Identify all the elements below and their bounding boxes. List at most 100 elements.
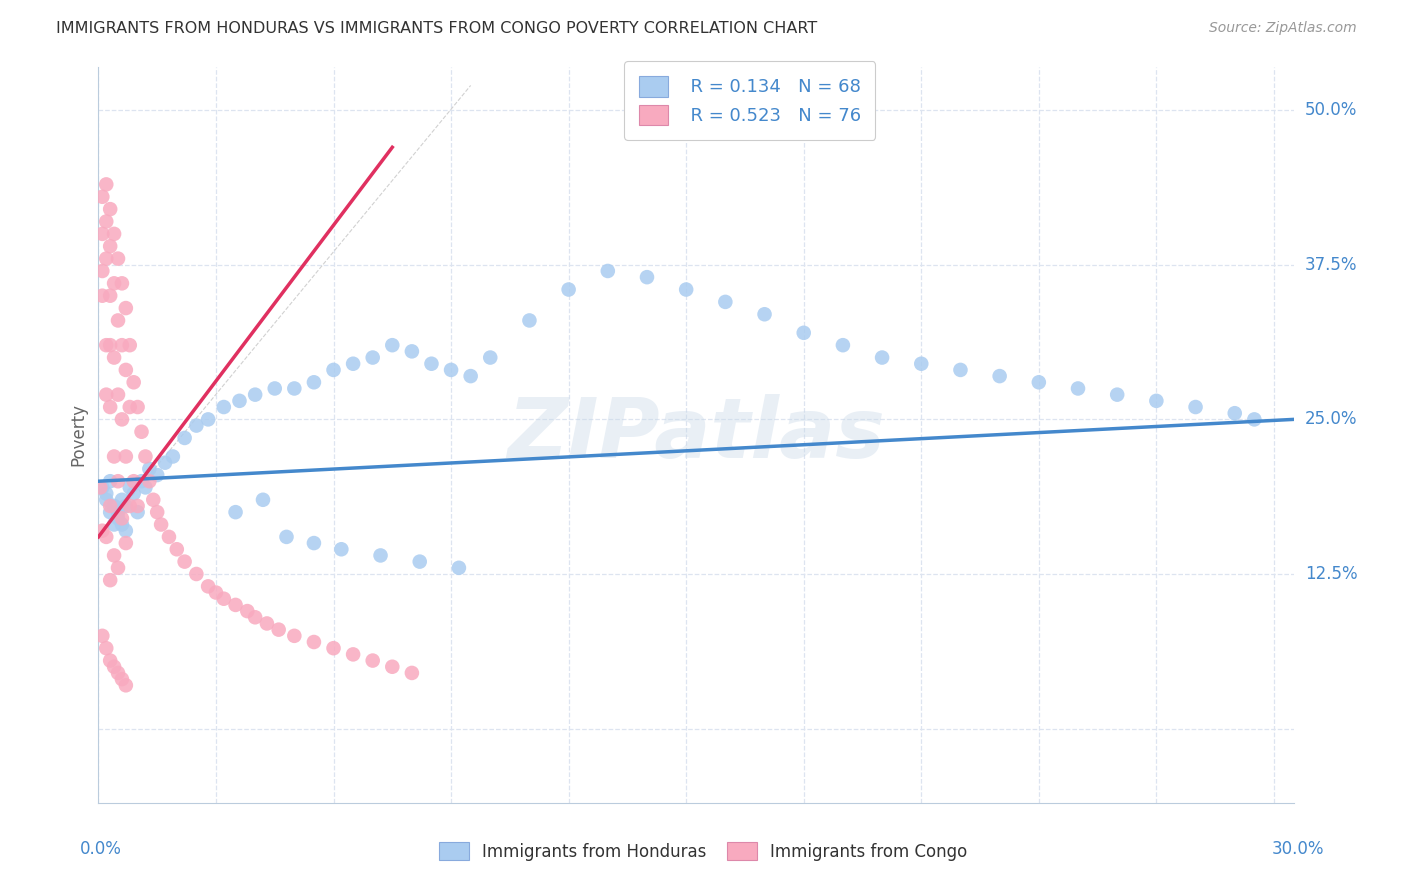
Point — [276, 530, 298, 544]
Point — [381, 338, 404, 352]
Point — [460, 369, 482, 384]
Point — [91, 524, 114, 538]
Point — [910, 357, 932, 371]
Point — [440, 363, 463, 377]
Point — [98, 338, 121, 352]
Point — [870, 351, 893, 365]
Point — [115, 536, 138, 550]
Point — [162, 450, 184, 464]
Point — [103, 499, 125, 513]
Point — [1067, 382, 1090, 396]
Point — [1223, 406, 1246, 420]
Point — [122, 474, 145, 488]
Point — [267, 623, 290, 637]
Point — [322, 363, 344, 377]
Point — [302, 635, 325, 649]
Point — [96, 486, 118, 500]
Point — [96, 492, 118, 507]
Point — [115, 524, 138, 538]
Point — [675, 283, 697, 297]
Point — [96, 387, 118, 401]
Point — [98, 289, 121, 303]
Point — [138, 474, 160, 488]
Point — [138, 462, 160, 476]
Point — [96, 338, 118, 352]
Point — [447, 561, 470, 575]
Point — [1107, 387, 1129, 401]
Point — [949, 363, 972, 377]
Point — [118, 400, 141, 414]
Point — [173, 431, 195, 445]
Text: 0.0%: 0.0% — [80, 840, 122, 858]
Point — [91, 264, 114, 278]
Point — [342, 648, 364, 662]
Text: 37.5%: 37.5% — [1305, 256, 1357, 274]
Point — [153, 456, 176, 470]
Point — [98, 654, 121, 668]
Point — [1184, 400, 1206, 414]
Point — [754, 307, 776, 321]
Point — [150, 517, 173, 532]
Point — [228, 393, 250, 408]
Point — [96, 178, 118, 192]
Point — [103, 450, 125, 464]
Point — [107, 474, 129, 488]
Point — [96, 252, 118, 266]
Point — [111, 412, 134, 426]
Point — [409, 555, 432, 569]
Point — [252, 492, 274, 507]
Point — [115, 301, 138, 315]
Point — [557, 283, 579, 297]
Point — [127, 400, 149, 414]
Point — [107, 665, 129, 680]
Point — [636, 270, 658, 285]
Text: 50.0%: 50.0% — [1305, 101, 1357, 120]
Point — [115, 499, 138, 513]
Point — [127, 505, 149, 519]
Point — [115, 450, 138, 464]
Point — [131, 425, 153, 439]
Point — [134, 480, 156, 494]
Text: 25.0%: 25.0% — [1305, 410, 1357, 428]
Point — [322, 641, 344, 656]
Point — [96, 641, 118, 656]
Point — [91, 190, 114, 204]
Text: 30.0%: 30.0% — [1272, 840, 1324, 858]
Point — [243, 387, 266, 401]
Point — [107, 313, 129, 327]
Point — [98, 573, 121, 587]
Point — [197, 412, 219, 426]
Point — [103, 277, 125, 291]
Point — [212, 400, 235, 414]
Point — [186, 418, 208, 433]
Point — [111, 277, 134, 291]
Point — [107, 561, 129, 575]
Point — [91, 480, 114, 494]
Point — [714, 294, 737, 309]
Point — [342, 357, 364, 371]
Point — [89, 480, 111, 494]
Point — [96, 214, 118, 228]
Point — [98, 499, 121, 513]
Point — [103, 549, 125, 563]
Point — [118, 499, 141, 513]
Point — [107, 252, 129, 266]
Point — [420, 357, 443, 371]
Point — [370, 549, 392, 563]
Point — [1144, 393, 1167, 408]
Point — [197, 579, 219, 593]
Point — [146, 468, 169, 483]
Point — [107, 511, 129, 525]
Point — [118, 480, 141, 494]
Point — [98, 202, 121, 216]
Point — [236, 604, 259, 618]
Point — [91, 227, 114, 241]
Point — [225, 598, 247, 612]
Legend: Immigrants from Honduras, Immigrants from Congo: Immigrants from Honduras, Immigrants fro… — [432, 836, 974, 868]
Point — [131, 474, 153, 488]
Point — [122, 376, 145, 390]
Point — [330, 542, 353, 557]
Point — [988, 369, 1011, 384]
Point — [115, 363, 138, 377]
Point — [256, 616, 278, 631]
